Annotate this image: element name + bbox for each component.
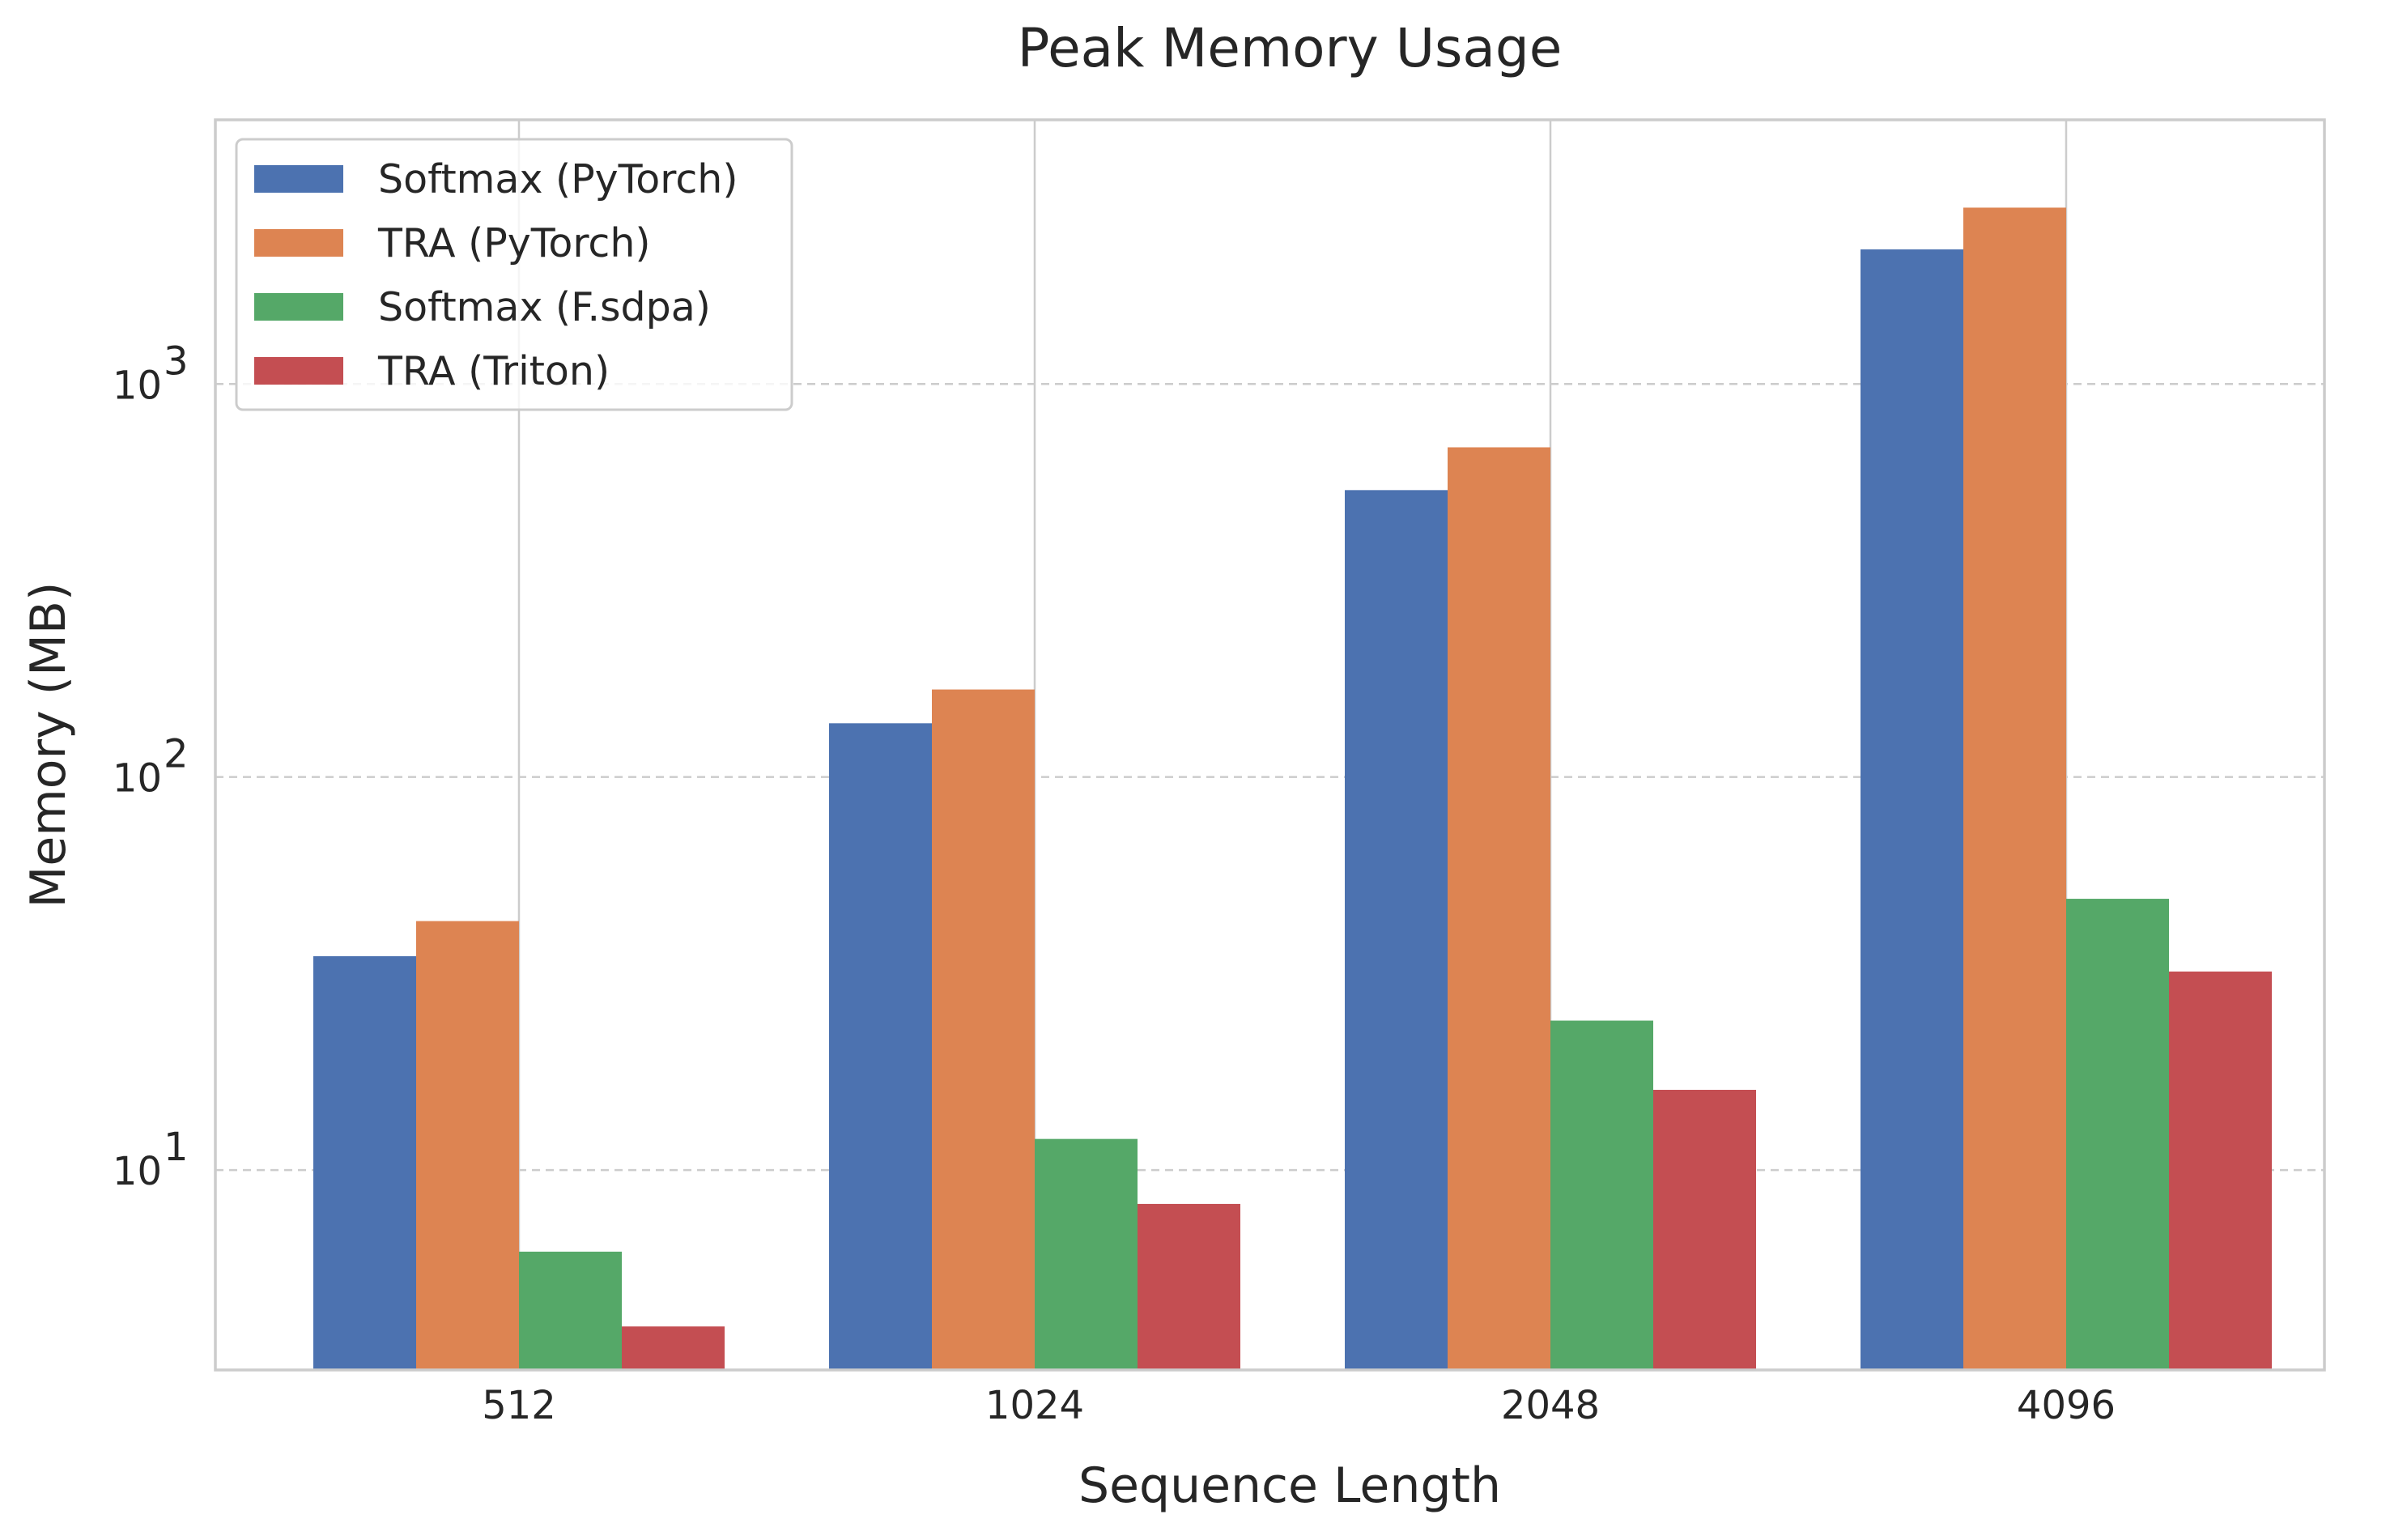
x-axis-label: Sequence Length xyxy=(1078,1457,1501,1514)
bar xyxy=(1035,1138,1138,1370)
legend-label: TRA (PyTorch) xyxy=(377,220,651,266)
legend-label: Softmax (PyTorch) xyxy=(378,156,738,202)
bars xyxy=(313,207,2272,1371)
y-tick-exponent: 3 xyxy=(164,338,189,384)
bar xyxy=(1861,249,1963,1371)
bar xyxy=(313,955,416,1370)
x-tick-label: 4096 xyxy=(2017,1383,2116,1428)
bar xyxy=(932,689,1035,1370)
bar xyxy=(2066,899,2169,1370)
chart-title: Peak Memory Usage xyxy=(1018,17,1563,79)
legend-box xyxy=(235,138,793,411)
y-tick-label: 10 xyxy=(113,363,162,408)
y-tick-exponent: 1 xyxy=(164,1125,189,1170)
bar xyxy=(416,921,519,1370)
legend-label: Softmax (F.sdpa) xyxy=(378,284,711,330)
plot-frame xyxy=(214,118,2326,1372)
y-tick-label: 10 xyxy=(113,756,162,802)
bar xyxy=(1963,207,2066,1370)
bar xyxy=(519,1251,622,1370)
x-tick-label: 2048 xyxy=(1501,1383,1600,1428)
bar xyxy=(2169,971,2272,1370)
x-tick-label: 1024 xyxy=(985,1383,1084,1428)
y-tick-exponent: 2 xyxy=(164,732,189,777)
legend-swatch xyxy=(254,293,343,321)
legend-label: TRA (Triton) xyxy=(377,348,610,394)
bar xyxy=(1138,1203,1240,1370)
bar xyxy=(1345,490,1448,1371)
bar xyxy=(1550,1020,1653,1370)
y-tick-label: 10 xyxy=(113,1149,162,1194)
bar xyxy=(1448,447,1550,1370)
bar xyxy=(829,723,932,1370)
x-tick-label: 512 xyxy=(482,1383,556,1428)
legend-swatch xyxy=(254,165,343,193)
bar xyxy=(622,1326,725,1370)
x-tick-labels: 512 1024 2048 4096 xyxy=(482,1383,2116,1428)
legend: Softmax (PyTorch) TRA (PyTorch) Softmax (F… xyxy=(235,138,793,411)
legend-swatch xyxy=(254,357,343,385)
legend-swatch xyxy=(254,229,343,257)
y-axis-label: Memory (MB) xyxy=(20,582,77,908)
bar xyxy=(1653,1090,1756,1370)
